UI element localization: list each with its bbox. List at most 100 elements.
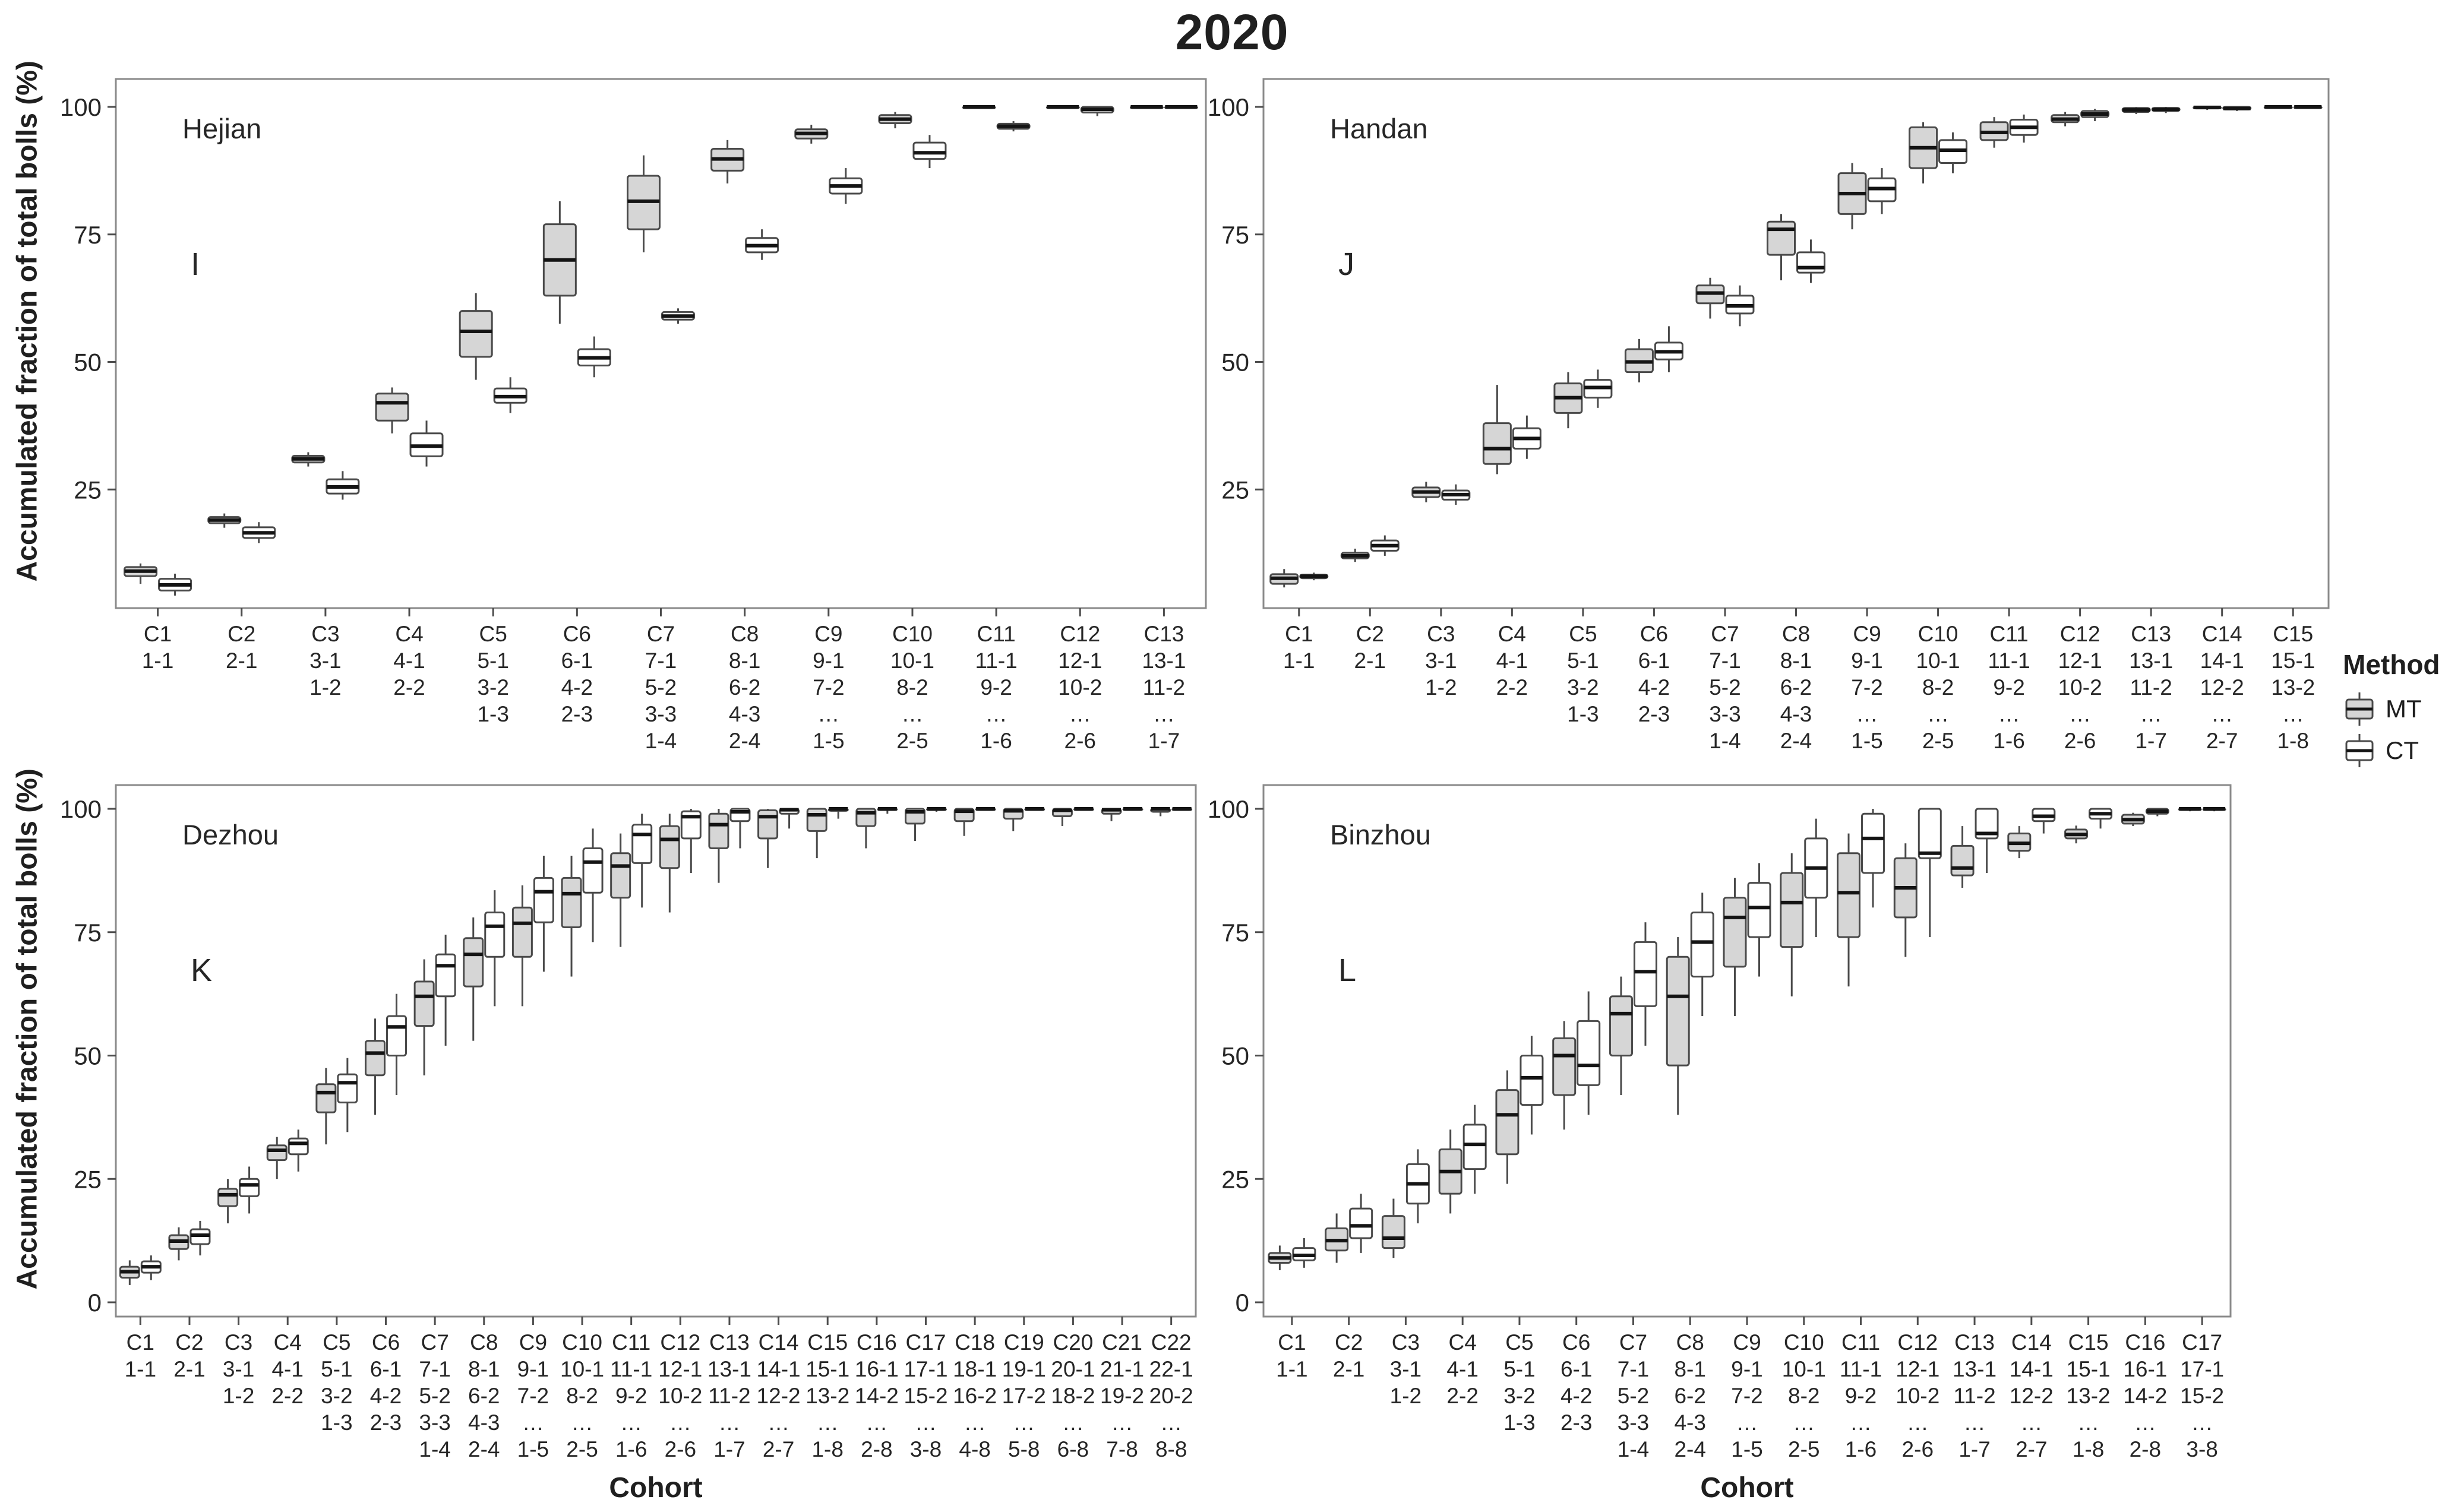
box-rect <box>266 1144 288 1162</box>
x-tick-label: … <box>964 1410 986 1435</box>
x-tick-label: 11-1 <box>1840 1357 1882 1381</box>
x-tick-label: 10-2 <box>658 1384 702 1408</box>
boxplot-mt-c4 <box>375 387 409 434</box>
x-tick-label: 2-3 <box>561 702 593 726</box>
x-tick-label: … <box>669 1410 691 1435</box>
boxplot-mt-c2 <box>207 513 242 528</box>
x-tick-label: 3-3 <box>645 702 677 726</box>
x-tick-label: 4-2 <box>370 1384 402 1408</box>
x-tick-label: C18 <box>955 1330 995 1355</box>
x-tick-label: 8-8 <box>1155 1437 1187 1461</box>
box-rect <box>386 1015 407 1057</box>
boxplot-mt-c1 <box>124 563 158 584</box>
boxplot-ct-c13 <box>2151 107 2181 113</box>
x-tick-label: 1-5 <box>1731 1437 1762 1461</box>
x-tick-label: … <box>817 1410 839 1435</box>
x-tick-label: 12-1 <box>1058 648 1102 673</box>
x-tick-label: 1-4 <box>1618 1437 1649 1461</box>
boxplot-mt-c6 <box>1552 1021 1577 1130</box>
x-tick-label: 4-3 <box>729 702 760 726</box>
boxplot-mt-c5 <box>1495 1070 1520 1184</box>
boxplot-ct-c13 <box>729 808 751 849</box>
panel-hejian: 25 50 75 100 C11-1 C22-1 C33-11-2 C44-12-2 C55-1… <box>60 78 1207 753</box>
panel-location-label: Binzhou <box>1330 819 1431 850</box>
x-tick-label: … <box>767 1410 789 1435</box>
boxplot-mt-c12 <box>1893 843 1918 957</box>
y-tick-label: 25 <box>74 1165 102 1193</box>
x-tick-label: 5-8 <box>1008 1437 1040 1461</box>
box-rect <box>1462 1124 1487 1170</box>
boxplot-mt-c6 <box>1624 338 1654 382</box>
x-tick-label: … <box>1062 1410 1084 1435</box>
x-tick-label: 3-1 <box>1390 1357 1421 1381</box>
x-tick-label: C14 <box>2011 1330 2052 1355</box>
x-tick-label: C10 <box>892 622 933 646</box>
x-tick-label: C12 <box>2060 622 2100 646</box>
boxplot-mt-c20 <box>1051 808 1073 827</box>
boxplot-ct-c1 <box>158 573 192 596</box>
x-tick-label: 2-5 <box>1788 1437 1819 1461</box>
boxplot-mt-c1 <box>119 1260 140 1285</box>
y-tick-label: 25 <box>1221 476 1249 504</box>
boxplot-ct-c4 <box>409 420 444 467</box>
boxplot-ct-c13 <box>1975 808 1999 874</box>
ct-boxplot-icon <box>2345 734 2374 767</box>
y-tick-label: 25 <box>1221 1165 1249 1193</box>
x-tick-label: C1 <box>127 1330 154 1355</box>
x-tick-label: C5 <box>323 1330 350 1355</box>
x-tick-label: C13 <box>1954 1330 1995 1355</box>
box-rect <box>459 310 493 358</box>
x-tick-label: 1-5 <box>813 729 844 753</box>
x-tick-label: 12-1 <box>1896 1357 1939 1381</box>
boxplot-ct-c7 <box>1725 285 1755 327</box>
x-tick-label: 4-3 <box>1780 702 1812 726</box>
x-tick-label: 9-2 <box>615 1384 647 1408</box>
x-tick-label: 6-1 <box>370 1357 402 1381</box>
x-tick-label: C19 <box>1004 1330 1044 1355</box>
x-tick-label: … <box>2069 702 2091 726</box>
x-tick-label: 6-1 <box>1560 1357 1592 1381</box>
box-rect <box>1381 1215 1405 1249</box>
boxplot-mt-c2 <box>1340 548 1370 562</box>
x-tick-label: 2-8 <box>2130 1437 2161 1461</box>
box-rect <box>1837 852 1861 938</box>
x-tick-label: 11-2 <box>708 1384 750 1408</box>
x-tick-label: 9-2 <box>980 675 1012 700</box>
x-tick-label: 2-3 <box>1560 1410 1592 1435</box>
boxplot-mt-c4 <box>266 1137 288 1179</box>
boxplot-ct-c6 <box>1654 326 1683 372</box>
boxplot-mt-c5 <box>315 1068 337 1145</box>
x-tick-label: … <box>1998 702 2020 726</box>
x-tick-label: … <box>817 702 839 726</box>
x-tick-label: 13-1 <box>1142 648 1186 673</box>
x-tick-label: 13-2 <box>2271 675 2315 700</box>
x-tick-label: C7 <box>1619 1330 1647 1355</box>
panel-letter-label: L <box>1338 953 1356 988</box>
x-tick-label: 2-4 <box>1780 729 1812 753</box>
y-tick-label: 75 <box>1221 221 1249 249</box>
x-tick-label: 1-6 <box>615 1437 647 1461</box>
x-tick-label: 1-1 <box>1276 1357 1307 1381</box>
x-tick-label: 1-2 <box>1390 1384 1421 1408</box>
x-tick-label: 12-2 <box>2200 675 2244 700</box>
x-tick-label: C10 <box>1784 1330 1824 1355</box>
box-rect <box>1495 1089 1520 1156</box>
boxplot-mt-c11 <box>1837 833 1861 987</box>
boxplot-mt-c10 <box>1909 122 1938 183</box>
x-tick-label: 2-6 <box>1902 1437 1934 1461</box>
box-rect <box>413 980 435 1027</box>
x-tick-label: 2-1 <box>173 1357 205 1381</box>
boxplot-mt-c21 <box>1101 808 1122 821</box>
x-tick-label: 1-8 <box>2277 729 2308 753</box>
x-tick-label: 12-2 <box>757 1384 801 1408</box>
x-tick-label: C9 <box>519 1330 547 1355</box>
x-tick-label: 2-5 <box>566 1437 598 1461</box>
box-rect <box>484 912 506 958</box>
boxplot-ct-c1 <box>140 1255 162 1280</box>
boxplot-ct-c4 <box>288 1130 309 1172</box>
x-tick-label: C11 <box>977 622 1016 646</box>
x-tick-label: C1 <box>1285 622 1313 646</box>
x-tick-label: 2-2 <box>1496 675 1528 700</box>
x-tick-label: 1-1 <box>125 1357 156 1381</box>
box-rect <box>659 825 680 869</box>
